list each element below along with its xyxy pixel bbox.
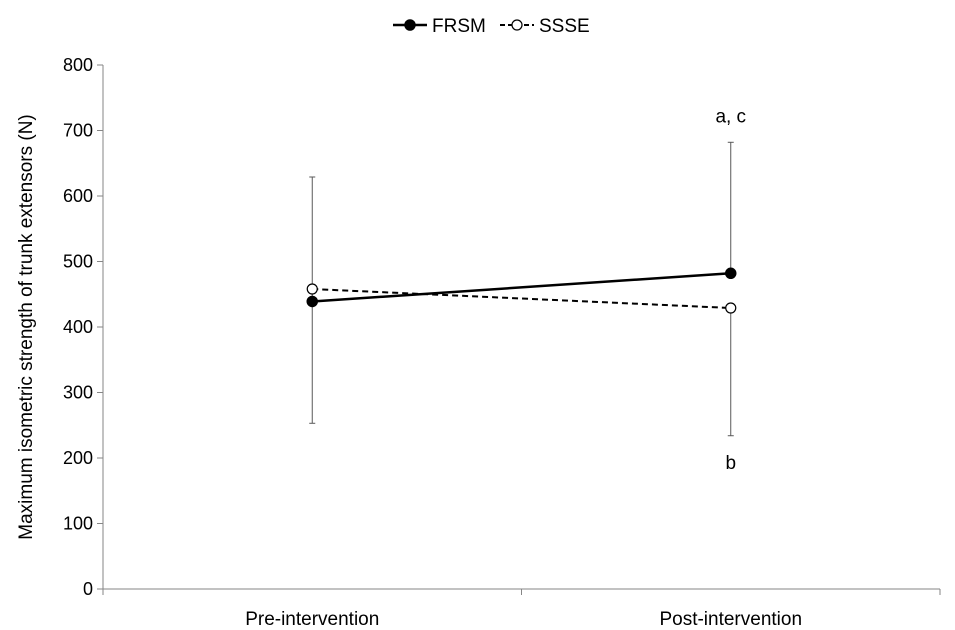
data-point-ssse	[725, 302, 737, 314]
data-point-frsm	[306, 295, 318, 308]
series-line-ssse	[312, 288, 731, 310]
annotation-label: a, c	[715, 107, 746, 128]
legend-marker-ssse	[511, 19, 523, 31]
y-tick-label: 100	[63, 514, 93, 534]
legend-label-ssse: SSSE	[539, 16, 590, 37]
x-category-label: Post-intervention	[659, 609, 802, 630]
data-point-ssse	[306, 283, 318, 295]
y-axis: 0 100 200 300 400 500 600 700 800	[63, 55, 104, 599]
legend-marker-frsm	[404, 19, 416, 31]
y-tick-label: 300	[63, 383, 93, 403]
x-category-label: Pre-intervention	[245, 609, 379, 630]
annotation-label: b	[725, 453, 736, 474]
y-tick-label: 500	[63, 252, 93, 272]
series-line-frsm	[312, 272, 731, 303]
plot-area	[306, 141, 737, 437]
y-tick-label: 0	[83, 579, 93, 599]
annotations: a, c b	[715, 107, 746, 474]
y-tick-label: 600	[63, 186, 93, 206]
y-tick-label: 700	[63, 121, 93, 141]
data-point-frsm	[725, 267, 737, 280]
y-tick-label: 800	[63, 55, 93, 75]
y-tick-label: 200	[63, 448, 93, 468]
legend: FRSM SSSE	[393, 16, 590, 37]
legend-label-frsm: FRSM	[432, 16, 486, 37]
x-axis: Pre-intervention Post-intervention	[102, 588, 941, 630]
y-axis-label: Maximum isometric strength of trunk exte…	[16, 114, 37, 540]
y-tick-label: 400	[63, 317, 93, 337]
